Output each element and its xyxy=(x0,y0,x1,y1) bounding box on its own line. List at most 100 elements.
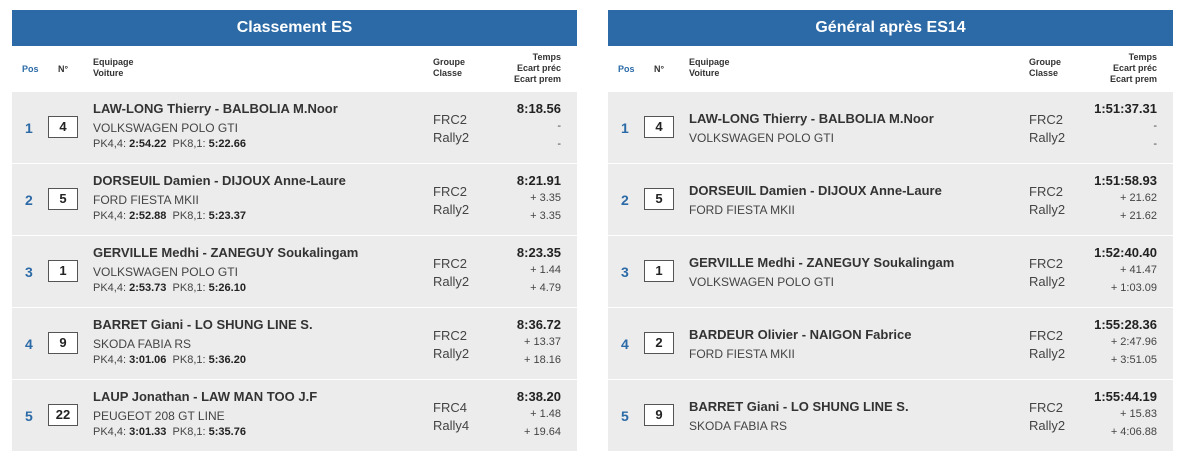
table-row[interactable]: 4 2 BARDEUR Olivier - NAIGON Fabrice FORD F… xyxy=(608,308,1173,379)
header-pos: Pos xyxy=(22,64,39,74)
car-number-badge: 9 xyxy=(644,404,674,426)
crew-names: LAW-LONG Thierry - BALBOLIA M.Noor xyxy=(93,101,338,116)
position-number: 1 xyxy=(25,120,33,136)
total-time: 1:55:44.19 xyxy=(1094,389,1157,404)
car-number-badge: 5 xyxy=(48,188,78,210)
split-value: 5:23.37 xyxy=(208,210,246,222)
header-time: Temps Ecart préc Ecart prem xyxy=(1110,52,1157,85)
position-number: 3 xyxy=(621,264,629,280)
split-times: PK4,4: 2:52.88 PK8,1: 5:23.37 xyxy=(93,210,246,222)
total-time: 8:21.91 xyxy=(516,173,561,188)
split-times: PK4,4: 3:01.06 PK8,1: 5:36.20 xyxy=(93,354,246,366)
header-time-line1: Temps xyxy=(532,52,561,62)
crew-names: LAW-LONG Thierry - BALBOLIA M.Noor xyxy=(689,111,934,126)
car-number-badge: 4 xyxy=(644,116,674,138)
table-row[interactable]: 3 1 GERVILLE Medhi - ZANEGUY Soukalingam VO… xyxy=(608,236,1173,307)
group-label: FRC4 xyxy=(433,400,467,415)
gap-previous: + 1.44 xyxy=(530,264,561,276)
car-number-badge: 5 xyxy=(644,188,674,210)
gap-first: + 3.35 xyxy=(530,210,561,222)
gap-previous: + 21.62 xyxy=(1119,192,1157,204)
split-times: PK4,4: 2:53.73 PK8,1: 5:26.10 xyxy=(93,282,246,294)
group-class: FRC2 Rally2 xyxy=(433,327,469,363)
car-model: VOLKSWAGEN POLO GTI xyxy=(93,121,238,135)
gap-previous: + 2:47.96 xyxy=(1110,336,1157,348)
split-value: 5:36.20 xyxy=(208,354,246,366)
table-row[interactable]: 5 9 BARRET Giani - LO SHUNG LINE S. SKODA F… xyxy=(608,380,1173,451)
position-number: 4 xyxy=(621,336,629,352)
gap-first: + 4:06.88 xyxy=(1110,426,1157,438)
header-group: Groupe Classe xyxy=(433,57,465,79)
class-label: Rally2 xyxy=(1029,346,1066,361)
split-value: 5:35.76 xyxy=(208,426,246,438)
group-class: FRC2 Rally2 xyxy=(1029,111,1065,147)
split-label: PK4,4: xyxy=(93,210,127,222)
car-model: SKODA FABIA RS xyxy=(689,419,788,433)
split-label: PK4,4: xyxy=(93,282,127,294)
table-row[interactable]: 5 22 LAUP Jonathan - LAW MAN TOO J.F PEUGEO… xyxy=(12,380,577,451)
total-time: 1:55:28.36 xyxy=(1094,317,1157,332)
gap-previous: + 1.48 xyxy=(530,408,561,420)
results-list: 1 4 LAW-LONG Thierry - BALBOLIA M.Noor VOLK… xyxy=(12,92,577,451)
header-pos: Pos xyxy=(618,64,635,74)
split-times: PK4,4: 2:54.22 PK8,1: 5:22.66 xyxy=(93,138,246,150)
split-value: 2:53.73 xyxy=(129,282,167,294)
header-crew: Equipage Voiture xyxy=(689,57,730,79)
gap-first: + 18.16 xyxy=(523,354,561,366)
class-label: Rally2 xyxy=(1029,202,1066,217)
total-time: 1:51:37.31 xyxy=(1094,101,1157,116)
total-time: 1:51:58.93 xyxy=(1094,173,1157,188)
table-row[interactable]: 2 5 DORSEUIL Damien - DIJOUX Anne-Laure FOR… xyxy=(608,164,1173,235)
group-class: FRC2 Rally2 xyxy=(1029,255,1065,291)
split-label: PK8,1: xyxy=(172,210,206,222)
car-number-badge: 9 xyxy=(48,332,78,354)
total-time: 8:38.20 xyxy=(516,389,561,404)
class-label: Rally2 xyxy=(433,346,470,361)
class-label: Rally2 xyxy=(433,202,470,217)
split-label: PK8,1: xyxy=(172,138,206,150)
split-value: 3:01.33 xyxy=(129,426,167,438)
car-model: FORD FIESTA MKII xyxy=(93,193,199,207)
gap-first: - xyxy=(1153,138,1157,150)
class-label: Rally2 xyxy=(1029,418,1066,433)
header-group: Groupe Classe xyxy=(1029,57,1061,79)
group-label: FRC2 xyxy=(433,328,467,343)
header-number: N° xyxy=(58,64,69,74)
car-model: SKODA FABIA RS xyxy=(93,337,192,351)
results-list: 1 4 LAW-LONG Thierry - BALBOLIA M.Noor VOLK… xyxy=(608,92,1173,451)
car-number-badge: 4 xyxy=(48,116,78,138)
car-model: VOLKSWAGEN POLO GTI xyxy=(93,265,238,279)
group-label: FRC2 xyxy=(433,184,467,199)
group-label: FRC2 xyxy=(1029,184,1063,199)
total-time: 1:52:40.40 xyxy=(1094,245,1157,260)
table-row[interactable]: 2 5 DORSEUIL Damien - DIJOUX Anne-Laure FOR… xyxy=(12,164,577,235)
crew-names: LAUP Jonathan - LAW MAN TOO J.F xyxy=(93,389,318,404)
crew-names: DORSEUIL Damien - DIJOUX Anne-Laure xyxy=(93,173,346,188)
group-class: FRC2 Rally2 xyxy=(1029,183,1065,219)
split-label: PK4,4: xyxy=(93,426,127,438)
header-crew-line1: Equipage xyxy=(93,57,134,67)
car-number-badge: 1 xyxy=(644,260,674,282)
header-time: Temps Ecart préc Ecart prem xyxy=(514,52,561,85)
class-label: Rally4 xyxy=(433,418,470,433)
header-time-line2: Ecart préc xyxy=(1112,63,1157,73)
table-row[interactable]: 1 4 LAW-LONG Thierry - BALBOLIA M.Noor VOLK… xyxy=(608,92,1173,163)
crew-names: DORSEUIL Damien - DIJOUX Anne-Laure xyxy=(689,183,942,198)
table-row[interactable]: 3 1 GERVILLE Medhi - ZANEGUY Soukalingam VO… xyxy=(12,236,577,307)
total-time: 8:23.35 xyxy=(516,245,561,260)
split-value: 3:01.06 xyxy=(129,354,167,366)
split-label: PK4,4: xyxy=(93,138,127,150)
total-time: 8:36.72 xyxy=(516,317,561,332)
panel-title: Classement ES xyxy=(12,10,577,46)
car-model: VOLKSWAGEN POLO GTI xyxy=(689,275,834,289)
car-number-badge: 2 xyxy=(644,332,674,354)
group-label: FRC2 xyxy=(433,256,467,271)
position-number: 5 xyxy=(25,408,33,424)
group-class: FRC2 Rally2 xyxy=(433,255,469,291)
group-label: FRC2 xyxy=(433,112,467,127)
table-row[interactable]: 1 4 LAW-LONG Thierry - BALBOLIA M.Noor VOLK… xyxy=(12,92,577,163)
split-value: 2:52.88 xyxy=(129,210,167,222)
table-row[interactable]: 4 9 BARRET Giani - LO SHUNG LINE S. SKODA F… xyxy=(12,308,577,379)
car-model: PEUGEOT 208 GT LINE xyxy=(93,409,225,423)
stage-classification-panel: Classement ES Pos N° Equipage Voiture Gro… xyxy=(12,10,577,452)
